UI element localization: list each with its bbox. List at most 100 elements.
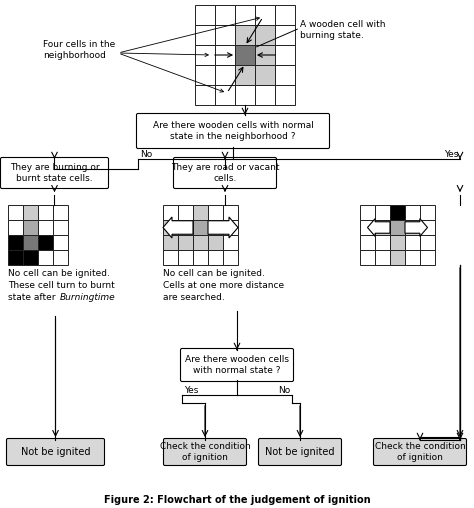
Text: Check the condition
of ignition: Check the condition of ignition: [374, 442, 465, 462]
Bar: [215, 45, 235, 65]
FancyBboxPatch shape: [164, 438, 246, 465]
Bar: [275, 85, 295, 105]
Text: Check the condition
of ignition: Check the condition of ignition: [160, 442, 250, 462]
FancyBboxPatch shape: [0, 157, 109, 188]
Bar: [375, 205, 390, 220]
Bar: [255, 65, 275, 85]
Bar: [360, 205, 375, 220]
Bar: [405, 220, 420, 235]
Text: A wooden cell with
burning state.: A wooden cell with burning state.: [300, 20, 385, 40]
FancyBboxPatch shape: [258, 438, 341, 465]
Text: No: No: [278, 386, 290, 395]
FancyBboxPatch shape: [137, 113, 329, 148]
Bar: [8, 250, 23, 265]
Bar: [193, 250, 208, 265]
Bar: [193, 220, 208, 235]
Bar: [390, 235, 405, 250]
Polygon shape: [208, 217, 238, 238]
Bar: [235, 25, 255, 45]
Text: Yes: Yes: [184, 386, 199, 395]
Bar: [215, 65, 235, 85]
Bar: [235, 45, 255, 65]
Bar: [275, 65, 295, 85]
Bar: [235, 85, 255, 105]
Text: They are burning or
burnt state cells.: They are burning or burnt state cells.: [9, 163, 100, 183]
Bar: [360, 250, 375, 265]
Bar: [215, 85, 235, 105]
Bar: [8, 235, 23, 250]
Bar: [420, 235, 435, 250]
Text: Four cells in the
neighborhood: Four cells in the neighborhood: [43, 40, 115, 60]
Bar: [38, 250, 53, 265]
Bar: [405, 205, 420, 220]
Bar: [275, 5, 295, 25]
Bar: [208, 235, 223, 250]
Bar: [390, 205, 405, 220]
Bar: [405, 235, 420, 250]
Bar: [215, 5, 235, 25]
Bar: [8, 220, 23, 235]
Polygon shape: [163, 217, 193, 238]
Bar: [178, 235, 193, 250]
Bar: [195, 25, 215, 45]
Bar: [38, 220, 53, 235]
Bar: [215, 25, 235, 45]
Bar: [390, 220, 405, 235]
Polygon shape: [405, 218, 428, 236]
Bar: [195, 85, 215, 105]
Bar: [223, 220, 238, 235]
Bar: [255, 5, 275, 25]
Bar: [23, 220, 38, 235]
Text: .: .: [100, 293, 103, 302]
Bar: [405, 250, 420, 265]
Text: Are there wooden cells with normal
state in the neighborhood ?: Are there wooden cells with normal state…: [153, 121, 313, 141]
Bar: [38, 235, 53, 250]
Bar: [390, 250, 405, 265]
Bar: [163, 250, 178, 265]
Bar: [375, 250, 390, 265]
Bar: [193, 235, 208, 250]
Polygon shape: [367, 218, 390, 236]
Bar: [193, 205, 208, 220]
Bar: [178, 220, 193, 235]
Bar: [255, 25, 275, 45]
Bar: [23, 205, 38, 220]
Bar: [53, 205, 68, 220]
Bar: [23, 235, 38, 250]
Text: No cell can be ignited.
These cell turn to burnt
state after: No cell can be ignited. These cell turn …: [8, 269, 115, 302]
Bar: [420, 250, 435, 265]
Text: No: No: [140, 150, 152, 159]
Bar: [255, 85, 275, 105]
Bar: [178, 205, 193, 220]
Text: Yes: Yes: [444, 150, 458, 159]
Bar: [360, 220, 375, 235]
FancyBboxPatch shape: [181, 348, 293, 382]
Bar: [163, 205, 178, 220]
Bar: [178, 250, 193, 265]
Bar: [235, 5, 255, 25]
Bar: [8, 205, 23, 220]
Bar: [420, 205, 435, 220]
Text: Figure 2: Flowchart of the judgement of ignition: Figure 2: Flowchart of the judgement of …: [104, 495, 370, 505]
Text: They are road or vacant
cells.: They are road or vacant cells.: [171, 163, 279, 183]
Bar: [208, 220, 223, 235]
Bar: [163, 220, 178, 235]
Bar: [195, 65, 215, 85]
Bar: [53, 235, 68, 250]
Text: Not be ignited: Not be ignited: [21, 447, 90, 457]
FancyBboxPatch shape: [173, 157, 276, 188]
Bar: [375, 220, 390, 235]
Text: No cell can be ignited.
Cells at one more distance
are searched.: No cell can be ignited. Cells at one mor…: [163, 269, 284, 302]
Bar: [275, 45, 295, 65]
Bar: [23, 250, 38, 265]
Text: Are there wooden cells
with normal state ?: Are there wooden cells with normal state…: [185, 355, 289, 375]
Bar: [53, 220, 68, 235]
FancyBboxPatch shape: [7, 438, 104, 465]
Bar: [223, 205, 238, 220]
Bar: [38, 205, 53, 220]
Bar: [208, 250, 223, 265]
Bar: [360, 235, 375, 250]
Bar: [235, 65, 255, 85]
Bar: [223, 235, 238, 250]
Text: Burningtime: Burningtime: [60, 293, 116, 302]
